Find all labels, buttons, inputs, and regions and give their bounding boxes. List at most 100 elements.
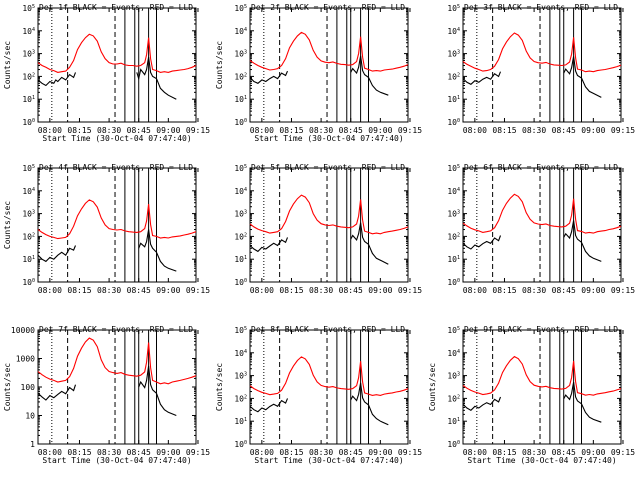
panel-title: Det 5f BLACK = Events, RED = LLD <box>251 163 405 172</box>
y-tick-label: 104 <box>234 27 247 36</box>
x-tick-label: 09:15 <box>611 286 635 295</box>
panel-title: Det 4f BLACK = Events, RED = LLD <box>39 163 193 172</box>
panel-6: Det 6f BLACK = Events, RED = LLD 100 101 10… <box>447 163 635 295</box>
x-tick-label: 08:15 <box>492 448 516 457</box>
x-tick-label: 09:00 <box>368 126 392 135</box>
x-tick-label: 08:00 <box>463 286 487 295</box>
x-tick-label: 08:15 <box>67 126 91 135</box>
y-tick-label: 105 <box>234 164 247 173</box>
x-tick-label: 09:15 <box>611 126 635 135</box>
plot-frame <box>462 167 622 283</box>
lld-series-line <box>462 193 622 234</box>
x-tick-label: 08:00 <box>463 126 487 135</box>
x-tick-label: 08:30 <box>97 448 121 457</box>
y-tick-label: 100 <box>447 118 460 127</box>
y-tick-label: 105 <box>22 164 35 173</box>
y-tick-label: 101 <box>447 95 460 104</box>
panel-2: Det 2f BLACK = Events, RED = LLD 100 101 10… <box>215 3 422 143</box>
events-series-line <box>462 220 602 262</box>
y-tick-label: 100 <box>21 383 36 392</box>
panel-9: Det 9f BLACK = Events, RED = LLD 100 101 10… <box>428 325 635 465</box>
x-tick-label: 08:45 <box>127 286 151 295</box>
plot-frame <box>37 7 197 123</box>
lld-series-line <box>37 337 197 385</box>
y-tick-label: 105 <box>447 4 460 13</box>
x-tick-label: 08:00 <box>38 448 62 457</box>
lld-series-line <box>37 33 197 73</box>
x-tick-label: 08:00 <box>38 286 62 295</box>
y-tick-label: 102 <box>447 232 460 241</box>
x-tick-label: 08:45 <box>339 286 363 295</box>
x-tick-label: 08:30 <box>522 448 546 457</box>
x-tick-label: 09:00 <box>368 448 392 457</box>
panel-4: Det 4f BLACK = Events, RED = LLD 100 101 10… <box>3 163 210 295</box>
events-series-line <box>37 365 177 417</box>
x-tick-label: 08:15 <box>67 286 91 295</box>
lld-series-line <box>249 356 409 396</box>
lld-series-line <box>462 32 622 73</box>
x-axis-label: Start Time (30-Oct-04 07:47:40) <box>254 134 403 143</box>
x-tick-label: 08:45 <box>552 286 576 295</box>
y-tick-label: 104 <box>447 187 460 196</box>
x-tick-label: 08:30 <box>309 126 333 135</box>
plot-frame <box>249 7 409 123</box>
plot-frame <box>462 7 622 123</box>
x-axis-label: Start Time (30-Oct-04 07:47:40) <box>467 456 616 465</box>
y-tick-label: 104 <box>22 27 35 36</box>
x-tick-label: 09:15 <box>186 126 210 135</box>
y-axis-label: Counts/sec <box>215 363 224 411</box>
y-axis-label: Counts/sec <box>3 201 12 249</box>
x-tick-label: 09:15 <box>186 286 210 295</box>
panel-title: Det 3f BLACK = Events, RED = LLD <box>464 3 618 12</box>
panel-title: Det 8f BLACK = Events, RED = LLD <box>251 325 405 334</box>
y-tick-label: 104 <box>234 349 247 358</box>
x-tick-label: 08:00 <box>250 126 274 135</box>
y-tick-label: 103 <box>22 210 35 219</box>
x-tick-label: 08:45 <box>127 126 151 135</box>
x-tick-label: 08:00 <box>250 286 274 295</box>
y-tick-label: 10000 <box>11 326 35 335</box>
y-tick-label: 103 <box>447 50 460 59</box>
panel-1: Det 1f BLACK = Events, RED = LLD 100 101 10… <box>3 3 210 143</box>
y-axis-label: Counts/sec <box>215 41 224 89</box>
y-tick-label: 104 <box>22 187 35 196</box>
y-tick-label: 103 <box>22 50 35 59</box>
x-tick-label: 09:15 <box>398 286 422 295</box>
x-tick-label: 09:00 <box>156 286 180 295</box>
x-tick-label: 08:30 <box>97 126 121 135</box>
y-tick-label: 101 <box>234 95 247 104</box>
x-tick-label: 08:45 <box>127 448 151 457</box>
y-tick-label: 102 <box>22 72 35 81</box>
y-tick-label: 1 <box>30 440 35 449</box>
y-tick-label: 102 <box>447 72 460 81</box>
panel-8: Det 8f BLACK = Events, RED = LLD 100 101 10… <box>215 325 422 465</box>
x-tick-label: 08:45 <box>339 126 363 135</box>
x-axis-label: Start Time (30-Oct-04 07:47:40) <box>254 456 403 465</box>
y-tick-label: 101 <box>22 255 35 264</box>
y-tick-label: 100 <box>447 278 460 287</box>
x-axis-label: Start Time (30-Oct-04 07:47:40) <box>42 134 191 143</box>
y-tick-label: 105 <box>22 4 35 13</box>
x-tick-label: 08:15 <box>67 448 91 457</box>
plot-frame <box>462 329 622 445</box>
y-tick-label: 104 <box>234 187 247 196</box>
panel-title: Det 1f BLACK = Events, RED = LLD <box>39 3 193 12</box>
y-tick-label: 104 <box>447 27 460 36</box>
y-tick-label: 100 <box>234 278 247 287</box>
lld-series-line <box>462 355 622 396</box>
y-tick-label: 103 <box>447 372 460 381</box>
events-series-line <box>37 229 177 272</box>
x-tick-label: 08:30 <box>309 448 333 457</box>
y-tick-label: 102 <box>234 72 247 81</box>
y-tick-label: 105 <box>234 326 247 335</box>
y-tick-label: 100 <box>22 278 35 287</box>
x-axis-label: Start Time (30-Oct-04 07:47:40) <box>42 456 191 465</box>
x-tick-label: 08:00 <box>250 448 274 457</box>
y-tick-label: 102 <box>22 232 35 241</box>
panel-title: Det 2f BLACK = Events, RED = LLD <box>251 3 405 12</box>
x-tick-label: 08:15 <box>279 126 303 135</box>
y-tick-label: 100 <box>234 118 247 127</box>
panel-5: Det 5f BLACK = Events, RED = LLD 100 101 10… <box>234 163 422 295</box>
x-tick-label: 08:15 <box>279 448 303 457</box>
x-tick-label: 09:00 <box>368 286 392 295</box>
